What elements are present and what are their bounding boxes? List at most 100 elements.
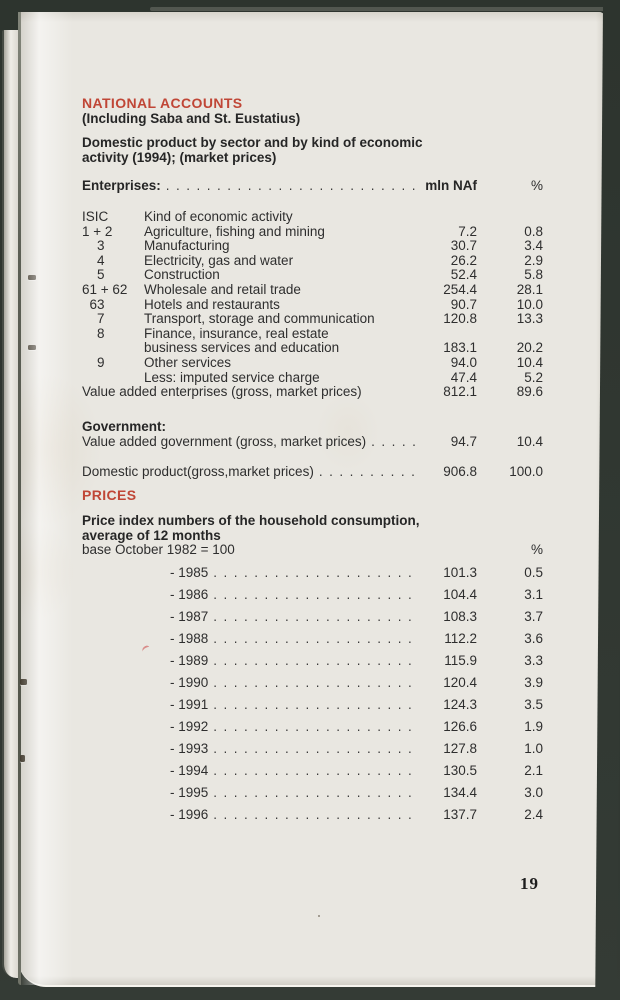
value-cell: 254.4 bbox=[443, 281, 477, 297]
activity-label: Electricity, gas and water bbox=[144, 252, 294, 268]
unit-header: mln NAf bbox=[425, 178, 477, 193]
government-label: Value added government (gross, market pr… bbox=[82, 433, 367, 449]
percent-header: % bbox=[530, 178, 543, 193]
index-value: 130.5 bbox=[443, 762, 477, 778]
domestic-product-row: Domestic product(gross,market prices) 90… bbox=[82, 464, 543, 479]
dot-leader bbox=[208, 672, 417, 694]
price-row: - 1990 120.4 3.9 bbox=[82, 672, 543, 694]
percent-cell: 13.3 bbox=[516, 311, 543, 327]
value-cell: 30.7 bbox=[450, 238, 477, 254]
value-cell: 120.8 bbox=[443, 311, 477, 327]
isic-code: 3 bbox=[82, 238, 105, 254]
dot-leader bbox=[366, 434, 417, 449]
value-cell: 812.1 bbox=[443, 384, 477, 400]
percent-cell: 28.1 bbox=[516, 281, 543, 297]
price-index-list: - 1985 101.3 0.5 - 1986 104.4 3.1 - 1987 108.… bbox=[82, 562, 543, 826]
isic-code: 8 bbox=[82, 325, 105, 341]
domestic-product-label: Domestic product(gross,market prices) bbox=[82, 463, 314, 479]
price-row: - 1993 127.8 1.0 bbox=[82, 738, 543, 760]
activity-label: Less: imputed service charge bbox=[144, 369, 320, 385]
isic-code: 63 bbox=[82, 296, 105, 312]
dot-leader bbox=[208, 716, 417, 738]
enterprises-header-row: Enterprises: mln NAf % bbox=[82, 178, 543, 193]
price-index-heading: Price index numbers of the household con… bbox=[82, 513, 543, 543]
table-row: 8 Finance, insurance, real estate bbox=[82, 325, 543, 342]
percent-cell: 89.6 bbox=[516, 384, 543, 400]
spacer bbox=[235, 543, 477, 557]
isic-code: 7 bbox=[82, 311, 105, 327]
percent-cell: 20.2 bbox=[516, 340, 543, 356]
percent-cell: 10.4 bbox=[516, 433, 543, 449]
activity-label: Construction bbox=[144, 267, 220, 283]
price-index-heading-line1: Price index numbers of the household con… bbox=[82, 512, 420, 528]
percent-cell: 100.0 bbox=[509, 463, 543, 479]
activity-label: Hotels and restaurants bbox=[144, 296, 280, 312]
dot-leader bbox=[208, 694, 417, 716]
percent-cell bbox=[477, 210, 543, 225]
price-index-heading-line2: average of 12 months bbox=[82, 527, 221, 543]
dot-leader bbox=[161, 178, 417, 193]
index-value: 126.6 bbox=[443, 718, 477, 734]
index-value: 108.3 bbox=[443, 608, 477, 624]
isic-code: 1 + 2 bbox=[82, 223, 113, 239]
activity-label: Other services bbox=[144, 354, 232, 370]
isic-code bbox=[82, 341, 144, 356]
percent-cell: 3.3 bbox=[524, 652, 543, 668]
value-cell: 94.0 bbox=[450, 354, 477, 370]
percent-cell: 2.4 bbox=[524, 806, 543, 822]
activity-label: Manufacturing bbox=[144, 238, 230, 254]
value-cell: 906.8 bbox=[443, 463, 477, 479]
percent-cell: 2.9 bbox=[524, 252, 543, 268]
price-row: - 1987 108.3 3.7 bbox=[82, 606, 543, 628]
isic-code: ISIC bbox=[82, 209, 109, 224]
background-page-edge bbox=[150, 7, 612, 11]
dot-leader bbox=[314, 464, 417, 479]
percent-cell: 5.8 bbox=[524, 267, 543, 283]
percent-header: % bbox=[530, 541, 543, 557]
year-label: - 1993 bbox=[170, 740, 209, 756]
table-row: 61 + 62 Wholesale and retail trade 254.4 28… bbox=[82, 281, 543, 298]
value-cell: 47.4 bbox=[450, 369, 477, 385]
page-content: NATIONAL ACCOUNTS (Including Saba and St… bbox=[82, 96, 543, 826]
value-cell: 94.7 bbox=[450, 433, 477, 449]
isic-code: 9 bbox=[82, 354, 105, 370]
value-cell: 183.1 bbox=[443, 340, 477, 356]
index-value: 127.8 bbox=[443, 740, 477, 756]
price-row: - 1986 104.4 3.1 bbox=[82, 584, 543, 606]
table-row: Less: imputed service charge 47.4 5.2 bbox=[82, 369, 543, 386]
dot-leader bbox=[208, 760, 417, 782]
section-title-national-accounts: NATIONAL ACCOUNTS bbox=[82, 95, 243, 111]
book-spine-edge bbox=[2, 30, 19, 978]
base-year-label: base October 1982 = 100 bbox=[82, 541, 235, 557]
year-label: - 1992 bbox=[170, 718, 209, 734]
value-cell: 26.2 bbox=[450, 252, 477, 268]
value-cell bbox=[417, 210, 477, 225]
year-label: - 1988 bbox=[170, 630, 209, 646]
percent-cell: 3.0 bbox=[524, 784, 543, 800]
staple bbox=[20, 755, 25, 762]
percent-cell: 3.6 bbox=[524, 630, 543, 646]
index-value: 101.3 bbox=[443, 564, 477, 580]
year-label: - 1991 bbox=[170, 696, 209, 712]
index-value: 134.4 bbox=[443, 784, 477, 800]
value-cell: 52.4 bbox=[450, 267, 477, 283]
isic-code: 4 bbox=[82, 252, 105, 268]
percent-cell: 1.0 bbox=[524, 740, 543, 756]
price-row: - 1991 124.3 3.5 bbox=[82, 694, 543, 716]
staple bbox=[28, 345, 36, 350]
dot-leader bbox=[208, 606, 417, 628]
activity-label: business services and education bbox=[144, 340, 340, 356]
table-row: 1 + 2 Agriculture, fishing and mining 7.2 0… bbox=[82, 223, 543, 240]
table-heading: Domestic product by sector and by kind o… bbox=[82, 135, 543, 165]
price-row: - 1988 112.2 3.6 bbox=[82, 628, 543, 650]
percent-cell: 2.1 bbox=[524, 762, 543, 778]
page-number: 19 bbox=[520, 874, 539, 893]
isic-code bbox=[82, 371, 144, 386]
table-total-row: Value added enterprises (gross, market p… bbox=[82, 385, 543, 400]
table-row: 63 Hotels and restaurants 90.7 10.0 bbox=[82, 296, 544, 313]
percent-cell: 5.2 bbox=[524, 369, 543, 385]
government-heading: Government: bbox=[82, 418, 167, 434]
activity-label: Transport, storage and communication bbox=[144, 311, 375, 327]
activity-label: Wholesale and retail trade bbox=[144, 281, 301, 297]
table-heading-line1: Domestic product by sector and by kind o… bbox=[82, 135, 423, 150]
